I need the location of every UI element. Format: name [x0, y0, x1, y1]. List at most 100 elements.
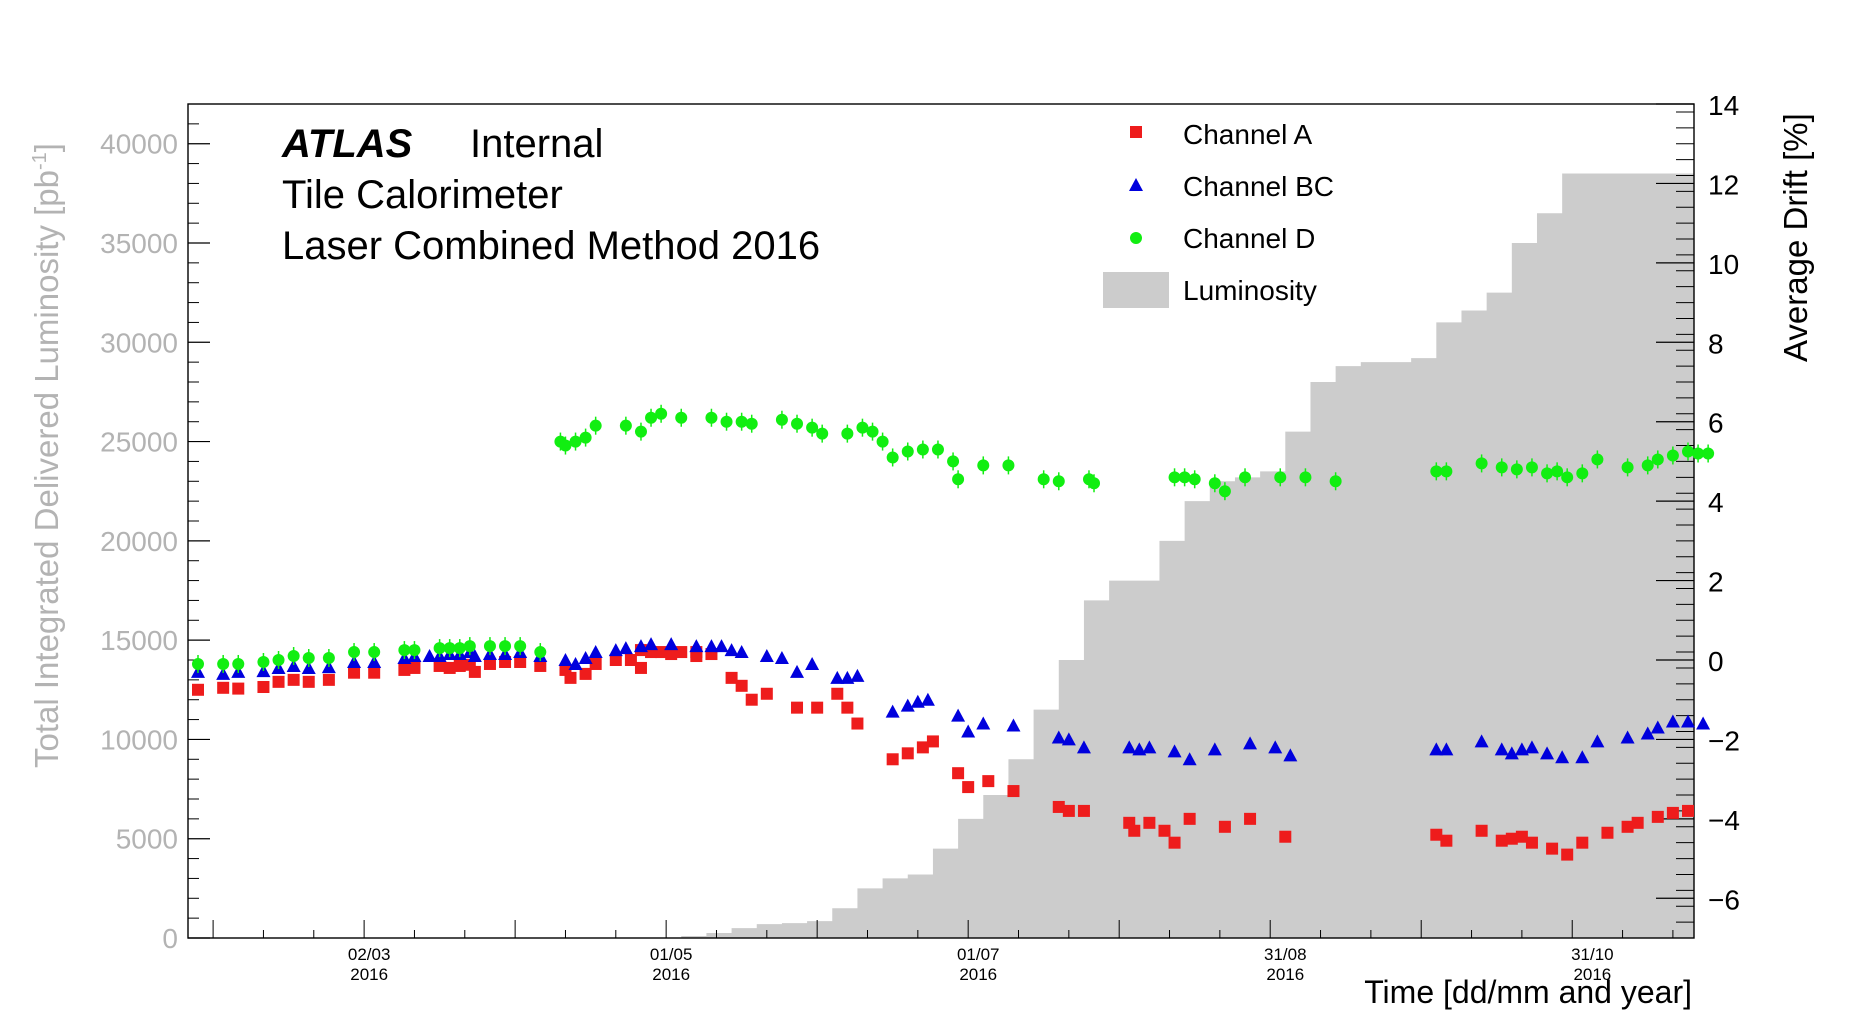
channel-d-point: [1218, 485, 1231, 498]
left-tick-label: 40000: [100, 129, 178, 160]
channel-d-point: [499, 640, 512, 653]
channel-d-point: [1299, 471, 1312, 484]
channel-bc-point: [1051, 730, 1066, 744]
channel-d-point: [433, 642, 446, 655]
channel-bc-point: [1167, 744, 1182, 758]
channel-bc-point: [805, 656, 820, 670]
channel-a-point: [564, 671, 577, 684]
channel-bc-point: [286, 658, 301, 672]
channel-a-point: [624, 654, 637, 666]
channel-d-point: [619, 419, 632, 432]
channel-d-point: [876, 435, 889, 448]
channel-bc-point: [774, 651, 789, 665]
x-tick-label-date: 02/03: [348, 945, 391, 964]
channel-d-point: [745, 417, 758, 430]
channel-bc-point: [976, 716, 991, 730]
channel-d-point: [841, 427, 854, 440]
channel-a-point: [1561, 848, 1574, 861]
channel-d-point: [192, 657, 204, 670]
channel-a-point: [634, 661, 647, 674]
channel-d-point: [1651, 453, 1664, 466]
channel-bc-point: [1207, 742, 1222, 756]
channel-a-point: [483, 657, 496, 670]
channel-d-point: [886, 451, 899, 464]
channel-d-point: [1525, 461, 1538, 474]
channel-d-point: [1641, 459, 1654, 472]
channel-d-point: [645, 411, 658, 424]
channel-d-point: [257, 655, 270, 668]
channel-bc-point: [1650, 720, 1665, 734]
left-tick-label: 0: [162, 923, 178, 954]
channel-bc-point: [1540, 746, 1555, 760]
channel-a-point: [1218, 820, 1231, 833]
channel-a-point: [982, 775, 995, 788]
channel-bc-point: [1283, 748, 1298, 762]
channel-d-point: [1440, 465, 1453, 478]
channel-bc-point: [951, 708, 966, 722]
channel-bc-point: [714, 639, 729, 653]
channel-bc-point: [1504, 746, 1519, 760]
x-tick-label-date: 31/08: [1264, 945, 1307, 964]
channel-a-point: [952, 767, 965, 780]
channel-bc-point: [790, 664, 805, 678]
channel-d-point: [791, 417, 804, 430]
legend-label-channel-a: Channel A: [1183, 119, 1313, 150]
channel-bc-point: [1006, 718, 1021, 732]
channel-a-point: [1430, 828, 1443, 841]
channel-d-point: [1208, 477, 1221, 490]
channel-d-point: [1329, 475, 1342, 488]
left-tick-label: 30000: [100, 327, 178, 358]
channel-bc-point: [216, 666, 231, 680]
x-tick-label-year: 2016: [652, 965, 690, 984]
channel-d-point: [866, 425, 879, 438]
legend: Channel A Channel BC Channel D Luminosit…: [1103, 119, 1334, 308]
channel-a-point: [1682, 804, 1694, 817]
channel-bc-point: [1076, 740, 1091, 754]
legend-label-channel-bc: Channel BC: [1183, 171, 1334, 202]
channel-bc-point: [1696, 716, 1711, 730]
channel-d-point: [1178, 471, 1191, 484]
channel-d-point: [1576, 467, 1589, 480]
legend-label-channel-d: Channel D: [1183, 223, 1315, 254]
channel-a-point: [1505, 832, 1518, 845]
channel-d-point: [1188, 473, 1201, 486]
channel-a-point: [665, 648, 678, 661]
channel-d-point: [1561, 471, 1574, 484]
channel-bc-point: [1182, 752, 1197, 766]
channel-bc-point: [1665, 714, 1680, 728]
channel-d-point: [977, 459, 990, 472]
channel-a-point: [1621, 820, 1634, 833]
channel-d-point: [806, 421, 819, 434]
channel-a-point: [926, 735, 939, 748]
channel-bc-point: [1514, 742, 1529, 756]
legend-marker-channel-bc: [1129, 178, 1143, 191]
channel-d-point: [1682, 445, 1694, 458]
x-tick-label-year: 2016: [1266, 965, 1304, 984]
channel-bc-point: [1429, 742, 1444, 756]
x-tick-label-year: 2016: [1573, 965, 1611, 984]
channel-d-point: [775, 413, 788, 426]
x-tick-label-year: 2016: [350, 965, 388, 984]
channel-d-point: [1475, 457, 1488, 470]
channel-d-point: [720, 415, 733, 428]
channel-a-point: [217, 681, 230, 694]
right-axis-title: Average Drift [%]: [1777, 113, 1814, 362]
channel-a-point: [851, 717, 864, 730]
channel-d-point: [1666, 449, 1679, 462]
x-tick-label-date: 01/05: [650, 945, 693, 964]
right-tick-label: 10: [1708, 249, 1739, 280]
channel-a-point: [1062, 804, 1075, 817]
channel-d-point: [705, 411, 718, 424]
channel-a-point: [589, 657, 602, 670]
right-tick-label: −6: [1708, 884, 1740, 915]
channel-a-point: [443, 661, 456, 674]
right-tick-label: 2: [1708, 567, 1724, 598]
channel-d-point: [675, 411, 688, 424]
channel-a-point: [579, 667, 592, 680]
channel-a-point: [1475, 824, 1488, 837]
channel-d-point: [901, 445, 914, 458]
channel-d-point: [272, 654, 285, 666]
channel-a-point: [1440, 834, 1453, 847]
channel-a-point: [1546, 842, 1559, 855]
